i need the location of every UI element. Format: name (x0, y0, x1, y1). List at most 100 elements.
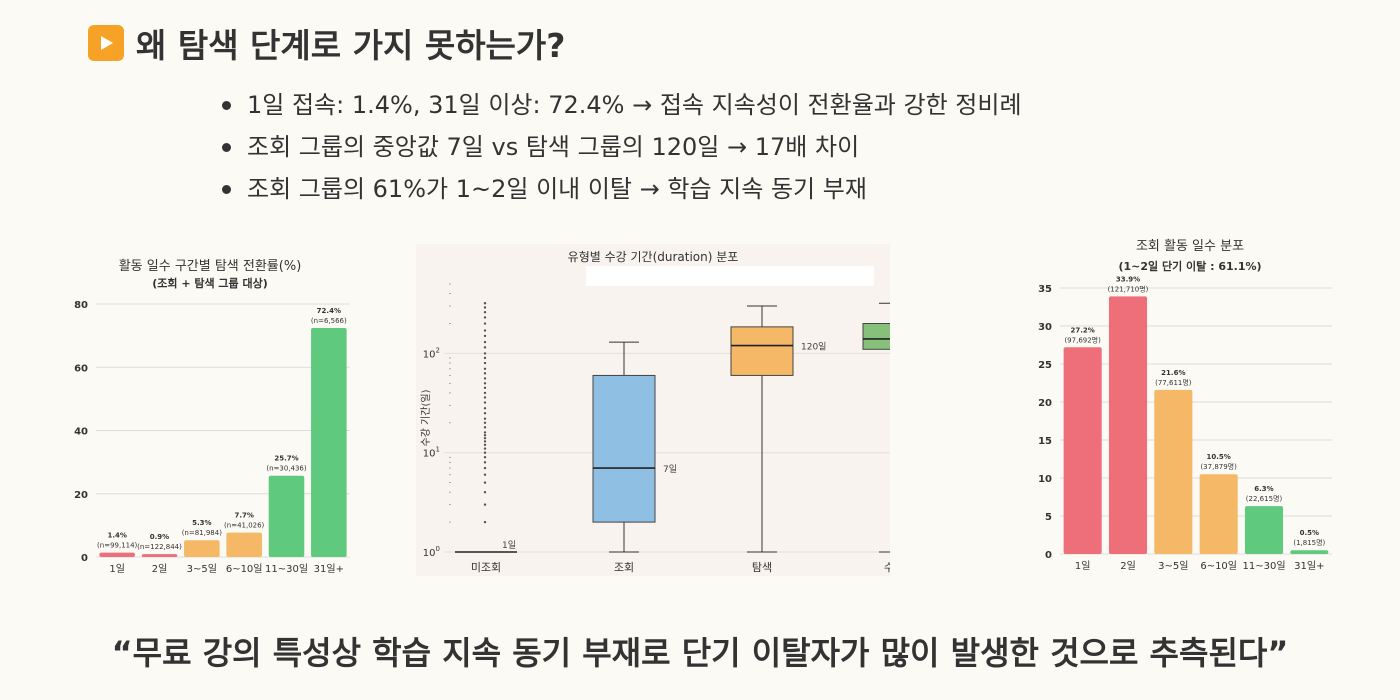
outlier-point (483, 456, 487, 459)
outlier-point (483, 407, 487, 410)
y-tick-label: 100 (423, 545, 440, 559)
median-label: 120일 (801, 342, 826, 353)
chart-title: 조회 활동 일수 분포 (1136, 239, 1244, 254)
bar (1244, 506, 1284, 554)
outlier-point (483, 340, 487, 344)
chart-title: 활동 일수 구간별 탐색 전환률(%) (119, 259, 302, 274)
x-tick-label: 31일+ (314, 563, 344, 575)
x-tick-label: 1일 (1075, 560, 1091, 572)
bullet-dot-icon (222, 142, 231, 152)
box-body (730, 326, 794, 376)
y-tick-label: 35 (1038, 284, 1052, 295)
bar (141, 554, 178, 557)
chart-subtitle: (1~2일 단기 이탈 : 61.1%) (1118, 259, 1261, 273)
bar-value-label: 0.5% (1300, 529, 1319, 537)
bar-value-label: 7.7% (234, 512, 253, 520)
bullet-item: 조회 그룹의 중앙값 7일 vs 탐색 그룹의 120일 → 17배 차이 (222, 126, 1022, 168)
bullet-list: 1일 접속: 1.4%, 31일 이상: 72.4% → 접속 지속성이 전환율… (222, 84, 1022, 210)
x-tick-label: 조회 (614, 561, 634, 574)
outlier-point (483, 334, 487, 338)
outlier-point (483, 447, 487, 450)
bar (1154, 389, 1193, 554)
conclusion-quote: “무료 강의 특성상 학습 지속 동기 부재로 단기 이탈자가 많이 발생한 것… (111, 634, 1289, 672)
outlier-point (483, 316, 487, 319)
conversion-rate-bar-chart: 활동 일수 구간별 탐색 전환률(%) (조회 + 탐색 그룹 대상) 0 20 40 6… (74, 259, 350, 575)
y-tick-label: 15 (1038, 436, 1052, 447)
outlier-point (483, 411, 487, 415)
outlier-point (483, 311, 487, 314)
bar-value-label: 25.7% (274, 455, 298, 463)
y-tick-label: 101 (423, 446, 440, 460)
bar-count-label: (n=81,984) (182, 529, 223, 537)
bar-value-label: 27.2% (1071, 326, 1095, 334)
bar-count-label: (77,611명) (1155, 378, 1192, 387)
outlier-point (483, 372, 487, 375)
bar (1199, 474, 1238, 554)
bar-count-label: (n=99,114) (97, 542, 138, 550)
bar-count-label: (n=41,026) (224, 522, 265, 530)
x-tick-label: 2일 (152, 563, 168, 575)
x-tick-label: 11~30일 (1242, 560, 1285, 572)
view-activity-bar-chart: 조회 활동 일수 분포 (1~2일 단기 이탈 : 61.1%) 0 5 10 15 20 2… (1038, 239, 1332, 572)
outlier-point (483, 377, 487, 380)
bullet-item: 1일 접속: 1.4%, 31일 이상: 72.4% → 접속 지속성이 전환율… (222, 84, 1022, 126)
bar (1290, 550, 1329, 554)
bar (311, 328, 347, 557)
outlier-point (483, 473, 487, 476)
x-tick-label: 미조회 (471, 561, 501, 574)
bar (1063, 347, 1102, 554)
outlier-point (483, 440, 487, 443)
duration-box-plot: 유형별 수강 기간(duration) 분포 100 101 102 수강 기간(일) 1… (416, 244, 890, 576)
bullet-text: 1일 접속: 1.4%, 31일 이상: 72.4% → 접속 지속성이 전환율… (247, 91, 1022, 119)
bar-count-label: (22,615명) (1246, 494, 1283, 503)
outlier-point (483, 491, 487, 494)
outlier-point (483, 443, 487, 447)
bullet-text: 조회 그룹의 중앙값 7일 vs 탐색 그룹의 120일 → 17배 차이 (247, 133, 860, 161)
slide-title-text: 왜 탐색 단계로 가지 못하는가? (136, 26, 566, 65)
plot-header-band (586, 266, 874, 286)
x-tick-label: 11~30일 (265, 563, 308, 575)
bullet-dot-icon (222, 100, 231, 110)
x-tick-label: 6~10일 (226, 563, 263, 575)
bullet-item: 조회 그룹의 61%가 1~2일 이내 이탈 → 학습 지속 동기 부재 (222, 168, 1022, 210)
outlier-point (483, 356, 487, 360)
outlier-point (483, 367, 487, 370)
x-tick-label: 2일 (1120, 560, 1136, 572)
bar-count-label: (37,879명) (1200, 462, 1237, 471)
x-tick-label: 3~5일 (1158, 560, 1188, 572)
x-tick-label: 3~5일 (187, 563, 217, 575)
bar-value-label: 10.5% (1207, 453, 1231, 461)
bar-value-label: 6.3% (1254, 485, 1273, 493)
bar (99, 552, 135, 557)
y-tick-label: 10 (1038, 474, 1052, 485)
outlier-point (483, 461, 487, 464)
bullet-text: 조회 그룹의 61%가 1~2일 이내 이탈 → 학습 지속 동기 부재 (247, 175, 867, 203)
outlier-point (483, 434, 487, 437)
y-tick-label: 0 (81, 553, 88, 564)
chart-subtitle: (조회 + 탐색 그룹 대상) (152, 276, 268, 290)
bar (184, 540, 220, 557)
outlier-point (483, 396, 487, 399)
outlier-point (483, 431, 487, 434)
outlier-point (483, 306, 487, 309)
median-label: 7일 (663, 464, 677, 475)
outlier-point (483, 401, 487, 404)
y-tick-label: 25 (1038, 360, 1052, 371)
outlier-point (483, 352, 487, 355)
bar-count-label: (n=122,844) (137, 543, 182, 551)
outlier-point (483, 436, 487, 440)
x-tick-label: 수료 (884, 561, 890, 574)
y-axis-label: 수강 기간(일) (420, 389, 432, 446)
outlier-point (483, 346, 487, 349)
outlier-point (483, 361, 487, 365)
y-tick-label: 20 (74, 490, 88, 501)
box-body (592, 374, 656, 523)
outlier-point (483, 421, 487, 425)
bar-count-label: (97,692명) (1064, 335, 1101, 344)
bar-value-label: 0.9% (150, 533, 169, 541)
bar-value-label: 21.6% (1161, 369, 1185, 377)
outlier-point (483, 417, 487, 420)
y-tick-label: 102 (423, 346, 440, 360)
x-tick-label: 6~10일 (1200, 560, 1237, 572)
x-tick-label: 31일+ (1294, 560, 1324, 572)
